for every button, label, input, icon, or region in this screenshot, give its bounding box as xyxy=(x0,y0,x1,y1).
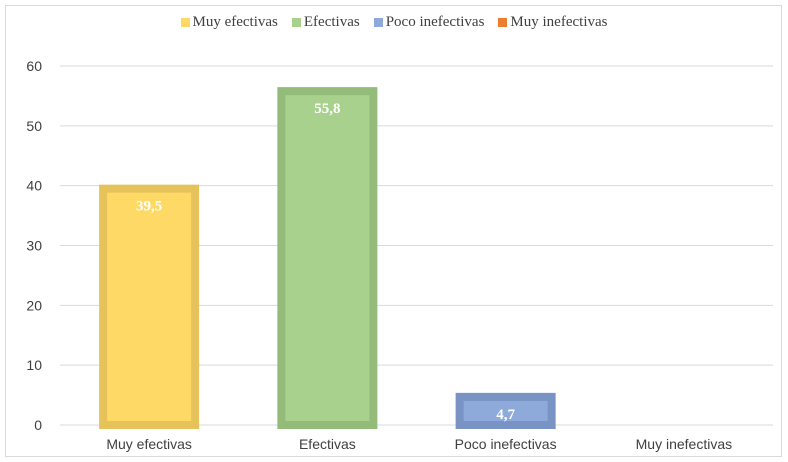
legend-item-poco-inefectivas: Poco inefectivas xyxy=(373,14,485,31)
x-tick-label: Muy efectivas xyxy=(106,436,192,452)
legend-item-muy-inefectivas: Muy inefectivas xyxy=(498,14,607,31)
y-tick-label: 30 xyxy=(26,238,42,254)
y-tick-label: 40 xyxy=(26,178,42,194)
legend-label: Muy inefectivas xyxy=(510,14,608,30)
x-tick-label: Efectivas xyxy=(299,436,356,452)
x-tick-label: Poco inefectivas xyxy=(455,436,557,452)
y-tick-label: 10 xyxy=(26,357,42,373)
y-tick-label: 50 xyxy=(26,118,42,134)
bar xyxy=(455,392,556,429)
data-label: 55,8 xyxy=(314,101,340,117)
legend-swatch-muy-inefectivas xyxy=(498,18,508,27)
legend-label: Efectivas xyxy=(303,14,360,30)
y-tick-label: 20 xyxy=(26,297,42,313)
legend-swatch-poco-inefectivas xyxy=(373,18,383,27)
legend-label: Muy efectivas xyxy=(192,14,278,30)
legend-swatch-muy-efectivas xyxy=(180,18,190,27)
y-tick-label: 60 xyxy=(26,58,42,74)
legend-item-muy-efectivas: Muy efectivas xyxy=(180,14,278,31)
legend-label: Poco inefectivas xyxy=(385,14,485,30)
bar xyxy=(99,184,200,429)
y-tick-label: 0 xyxy=(34,417,42,433)
legend-item-efectivas: Efectivas xyxy=(291,14,360,31)
legend: Muy efectivas Efectivas Poco inefectivas… xyxy=(0,14,788,31)
data-label: 39,5 xyxy=(136,199,162,215)
bar xyxy=(277,87,378,429)
legend-swatch-efectivas xyxy=(291,18,301,27)
x-tick-label: Muy inefectivas xyxy=(636,436,732,452)
data-label: 4,7 xyxy=(496,407,515,423)
